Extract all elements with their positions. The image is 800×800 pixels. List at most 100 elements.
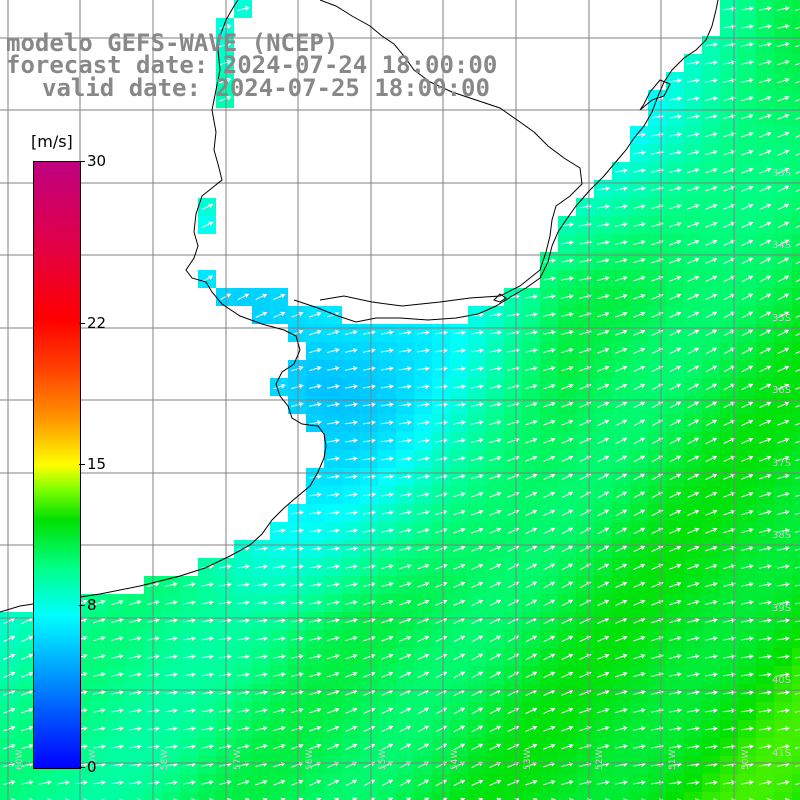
wind-arrow (597, 707, 610, 714)
wind-arrow (471, 707, 484, 715)
wind-arrow (795, 314, 800, 319)
wind-arrow (381, 402, 394, 407)
wind-arrow (561, 780, 574, 786)
wind-arrow (345, 725, 358, 732)
wind-arrow (741, 257, 754, 265)
wind-arrow (309, 420, 322, 425)
wind-arrow (759, 546, 772, 551)
wind-arrow (615, 780, 628, 785)
wind-arrow (111, 780, 124, 785)
wind-arrow (417, 348, 430, 353)
wind-arrow (669, 473, 682, 481)
wind-arrow (597, 581, 610, 589)
wind-arrow (723, 132, 736, 138)
wind-arrow (543, 653, 556, 661)
wind-arrow (219, 618, 232, 623)
wind-arrow (381, 653, 394, 660)
wind-arrow (741, 455, 754, 462)
wind-arrow (453, 635, 466, 643)
wind-arrow (111, 599, 124, 606)
wind-arrow (669, 186, 682, 191)
latitude-label: 37S (772, 458, 791, 469)
wind-arrow (93, 672, 106, 677)
wind-arrow (633, 240, 646, 246)
wind-arrow (615, 527, 628, 535)
wind-cell (792, 468, 800, 486)
wind-arrow (795, 296, 800, 301)
wind-arrow (417, 438, 430, 443)
wind-arrow (327, 743, 340, 750)
wind-arrow (417, 402, 430, 407)
wind-arrow (111, 636, 124, 641)
wind-arrow (363, 743, 376, 751)
wind-arrow (759, 654, 772, 659)
wind-arrow (615, 168, 628, 173)
wind-arrow (298, 797, 304, 800)
wind-arrow (291, 779, 304, 786)
wind-arrow (525, 437, 538, 444)
wind-arrow (723, 708, 736, 713)
wind-arrow (705, 383, 718, 391)
wind-arrow (471, 725, 484, 733)
wind-arrow (417, 366, 430, 371)
wind-arrow (795, 332, 800, 337)
wind-arrow (687, 150, 700, 155)
wind-arrow (705, 96, 718, 101)
wind-arrow (471, 330, 484, 335)
wind-arrow (615, 708, 628, 714)
wind-arrow (633, 437, 646, 445)
wind-arrow (399, 635, 412, 642)
wind-arrow (795, 602, 800, 605)
wind-arrow (327, 348, 340, 353)
wind-arrow (3, 780, 16, 785)
colorbar (33, 161, 81, 769)
wind-arrow (345, 779, 358, 787)
latitude-label: 39S (772, 603, 791, 614)
wind-arrow (327, 474, 340, 479)
coastline (0, 0, 327, 613)
wind-arrow (21, 635, 34, 642)
wind-arrow (633, 329, 646, 336)
wind-arrow (21, 671, 34, 678)
wind-arrow (345, 384, 358, 389)
wind-cell (792, 432, 800, 450)
wind-arrow (435, 402, 448, 407)
wind-arrow (525, 635, 538, 643)
wind-arrow (723, 582, 736, 587)
wind-cell (252, 792, 270, 800)
wind-arrow (273, 528, 286, 533)
wind-arrow (705, 60, 718, 65)
wind-cell (792, 180, 800, 198)
wind-arrow (165, 654, 178, 659)
wind-arrow (453, 527, 466, 534)
wind-arrow (705, 293, 718, 301)
wind-cell (792, 522, 800, 540)
wind-arrow (363, 420, 376, 425)
wind-arrow (723, 509, 736, 516)
wind-arrow (3, 635, 16, 643)
colorbar-tick-label: 22 (87, 313, 107, 332)
wind-arrow (543, 707, 556, 714)
colorbar-unit-label: [m/s] (31, 132, 73, 151)
wind-arrow (291, 402, 304, 407)
wind-arrow (327, 492, 340, 497)
wind-cell (216, 792, 234, 800)
wind-arrow (705, 708, 718, 713)
wind-arrow (129, 708, 142, 713)
wind-arrow (183, 726, 196, 731)
wind-arrow (741, 347, 754, 355)
wind-arrow (741, 78, 754, 83)
wind-arrow (705, 600, 718, 605)
wind-arrow (201, 582, 214, 587)
wind-arrow (453, 581, 466, 588)
wind-cell (792, 504, 800, 522)
wind-arrow (471, 743, 484, 751)
longitude-label: 51W (668, 750, 678, 770)
wind-arrow (453, 492, 466, 498)
wind-arrow (705, 42, 718, 47)
wind-arrow (795, 188, 800, 193)
wind-arrow (741, 672, 754, 677)
wind-cell (414, 792, 432, 800)
wind-arrow (705, 437, 718, 445)
colorbar-tick-mark (79, 767, 85, 768)
